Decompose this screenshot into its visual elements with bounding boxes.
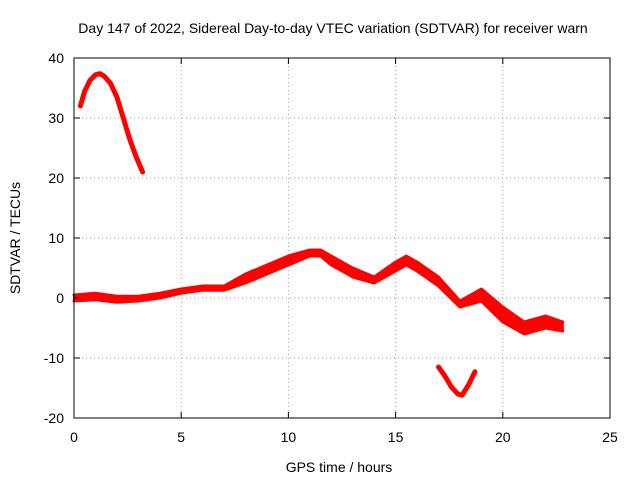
- series-band-fill: [73, 249, 564, 335]
- x-tick-label: 25: [602, 429, 618, 445]
- series-line-main-band-lower: [72, 254, 565, 336]
- axis-ticks: 0 5 10 15 20 25 -20 -10 0 10 20 30 40: [44, 50, 618, 445]
- x-tick-label: 20: [495, 429, 511, 445]
- x-tick-label: 5: [177, 429, 185, 445]
- series-line-main-band-upper: [72, 248, 565, 324]
- x-tick-label: 10: [281, 429, 297, 445]
- x-axis-label: GPS time / hours: [286, 459, 393, 475]
- y-tick-label: 0: [56, 290, 64, 306]
- y-tick-label: 20: [48, 170, 64, 186]
- y-tick-label: 30: [48, 110, 64, 126]
- y-tick-label: -10: [44, 350, 64, 366]
- y-tick-label: -20: [44, 410, 64, 426]
- x-tick-label: 15: [388, 429, 404, 445]
- series-line-arc-late: [436, 364, 478, 398]
- series-layer: [72, 71, 565, 398]
- chart-title: Day 147 of 2022, Sidereal Day-to-day VTE…: [78, 20, 587, 36]
- x-tick-label: 0: [70, 429, 78, 445]
- grid-lines: [74, 58, 610, 418]
- series-line-arc-early: [77, 71, 146, 175]
- y-tick-label: 10: [48, 230, 64, 246]
- y-tick-label: 40: [48, 50, 64, 66]
- y-axis-label: SDTVAR / TECUs: [7, 182, 23, 294]
